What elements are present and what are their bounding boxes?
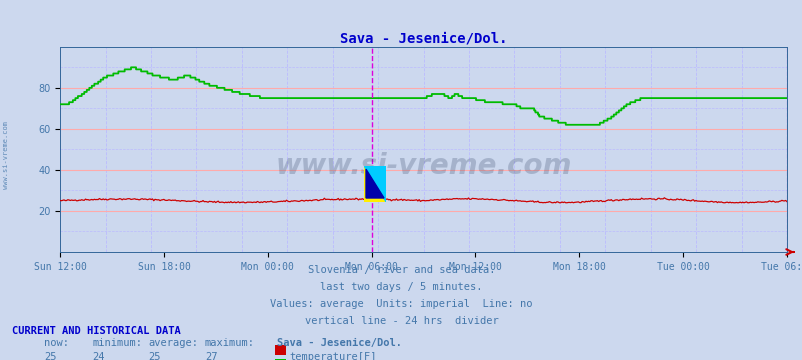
- Text: temperature[F]: temperature[F]: [290, 352, 377, 360]
- Text: 27: 27: [205, 352, 217, 360]
- Text: Values: average  Units: imperial  Line: no: Values: average Units: imperial Line: no: [270, 299, 532, 309]
- Text: vertical line - 24 hrs  divider: vertical line - 24 hrs divider: [304, 316, 498, 327]
- Text: Slovenia / river and sea data.: Slovenia / river and sea data.: [307, 265, 495, 275]
- Text: www.si-vreme.com: www.si-vreme.com: [3, 121, 10, 189]
- Text: Sava - Jesenice/Dol.: Sava - Jesenice/Dol.: [277, 338, 402, 348]
- Text: minimum:: minimum:: [92, 338, 142, 348]
- Text: CURRENT AND HISTORICAL DATA: CURRENT AND HISTORICAL DATA: [12, 326, 180, 336]
- Title: Sava - Jesenice/Dol.: Sava - Jesenice/Dol.: [339, 32, 507, 46]
- Text: last two days / 5 minutes.: last two days / 5 minutes.: [320, 282, 482, 292]
- Text: maximum:: maximum:: [205, 338, 254, 348]
- Polygon shape: [366, 169, 383, 198]
- Text: www.si-vreme.com: www.si-vreme.com: [275, 152, 571, 180]
- Polygon shape: [363, 166, 386, 202]
- Text: 25: 25: [148, 352, 161, 360]
- Text: 25: 25: [44, 352, 57, 360]
- Text: 24: 24: [92, 352, 105, 360]
- Text: average:: average:: [148, 338, 198, 348]
- Text: now:: now:: [44, 338, 69, 348]
- Polygon shape: [363, 166, 386, 202]
